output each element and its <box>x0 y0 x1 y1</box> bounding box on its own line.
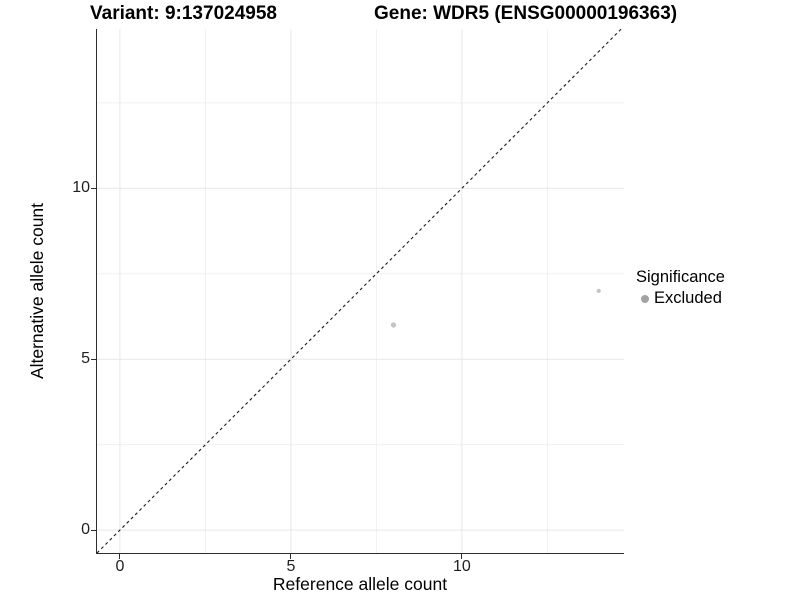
variant-title: Variant: 9:137024958 <box>90 3 277 24</box>
y-axis-title: Alternative allele count <box>27 202 47 380</box>
legend-point-icon <box>636 290 653 307</box>
legend-item-excluded: Excluded <box>636 289 725 308</box>
identity-line <box>97 29 622 553</box>
x-axis-tick <box>290 554 292 559</box>
legend-title: Significance <box>636 268 725 286</box>
x-axis-title: Reference allele count <box>272 574 448 594</box>
x-axis-tick-label: 10 <box>452 558 471 575</box>
x-axis-tick <box>461 554 463 559</box>
legend: Significance Excluded <box>636 268 725 308</box>
excluded-point-glyph <box>640 294 649 303</box>
data-point <box>596 288 601 293</box>
y-axis-tick-label: 10 <box>72 179 90 197</box>
x-axis-tick-label: 5 <box>286 558 296 575</box>
plot-panel <box>96 29 624 554</box>
legend-item-label: Excluded <box>654 289 722 307</box>
x-axis-tick-label: 0 <box>115 558 125 575</box>
y-axis-tick-label: 0 <box>81 521 90 539</box>
y-axis-tick <box>91 529 96 531</box>
y-axis-tick <box>91 187 96 189</box>
y-axis-tick <box>91 358 96 360</box>
gene-title: Gene: WDR5 (ENSG00000196363) <box>374 3 678 24</box>
plot-area <box>97 29 624 553</box>
x-axis-tick <box>119 554 121 559</box>
data-point <box>390 322 397 328</box>
y-axis-tick-label: 5 <box>81 350 90 368</box>
